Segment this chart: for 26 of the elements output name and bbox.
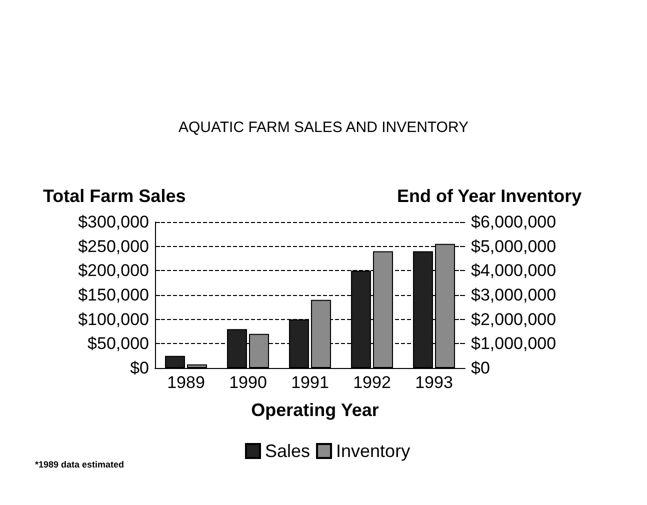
text: *1989 data estimated	[35, 460, 124, 470]
y-tick-label: $200,000	[78, 261, 149, 280]
y2-tick-label: $1,000,000	[471, 334, 556, 354]
x-tick-label: 1991	[291, 373, 329, 392]
y2-tick-label: $3,000,000	[471, 286, 556, 304]
y-tick-label: $0	[130, 358, 149, 378]
y2-tick-label: $2,000,000	[471, 310, 556, 329]
legend-label: Sales	[265, 441, 310, 461]
y2-axis-title: End of Year Inventory	[396, 186, 582, 206]
y-tick-label: $150,000	[78, 286, 149, 304]
y2-tick-label: $4,000,000	[471, 261, 556, 280]
x-tick-label: 1993	[415, 373, 453, 392]
x-tick-label: 1989	[167, 373, 205, 392]
legend-label: Inventory	[336, 441, 410, 461]
chart-title: AQUATIC FARM SALES AND INVENTORY	[178, 119, 469, 136]
x-axis-title: Operating Year	[251, 400, 379, 420]
y-tick-label: $50,000	[88, 334, 149, 354]
x-tick-label: 1990	[229, 373, 267, 392]
y-tick-label: $100,000	[78, 310, 149, 329]
y-axis-title: Total Farm Sales	[43, 186, 186, 206]
x-tick-label: 1992	[353, 373, 391, 392]
y2-tick-label: $6,000,000	[471, 212, 556, 232]
y-tick-label: $300,000	[78, 212, 149, 232]
y2-tick-label: $0	[471, 358, 490, 378]
y-tick-label: $250,000	[78, 236, 149, 256]
y2-tick-label: $5,000,000	[471, 236, 556, 256]
